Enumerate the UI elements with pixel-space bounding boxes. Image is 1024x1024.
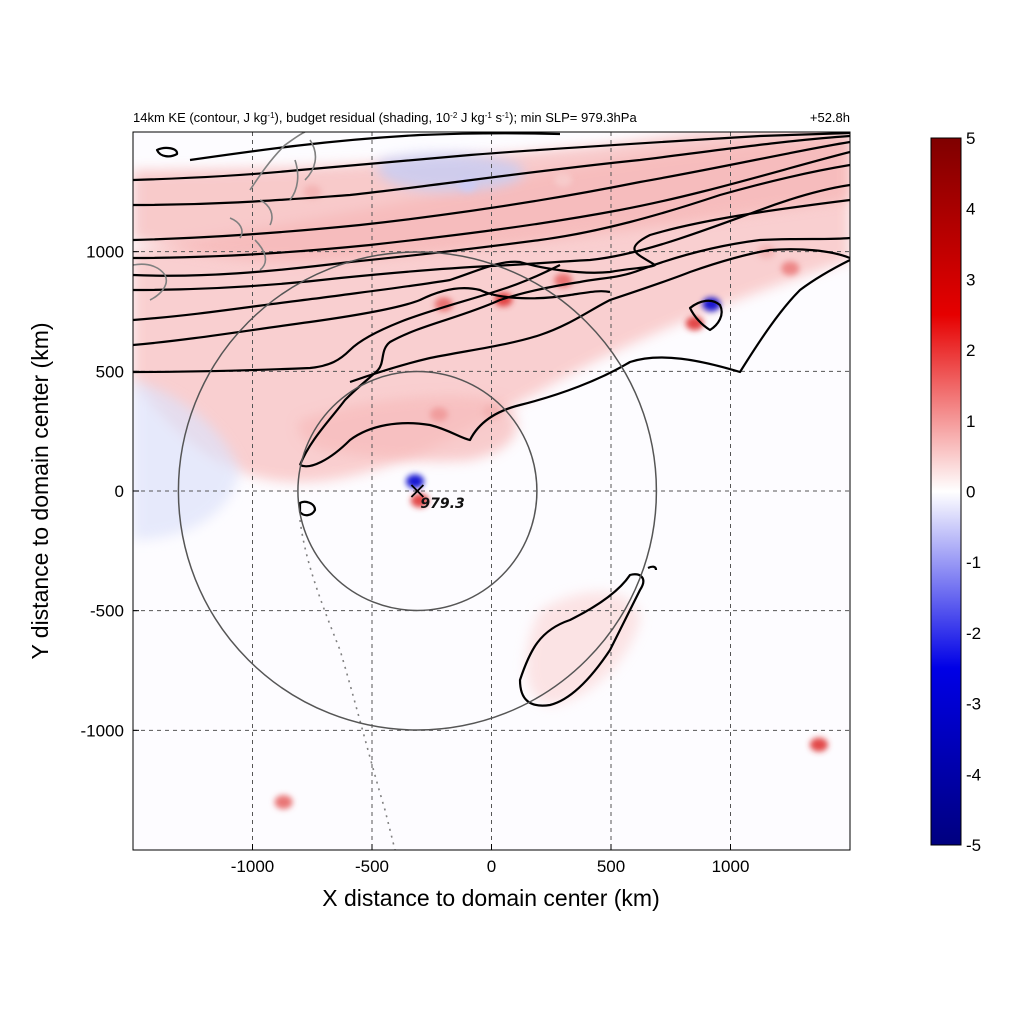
title-part: 14km KE (contour, J kg [133, 110, 267, 125]
title-part: ), budget residual (shading, 10 [275, 110, 451, 125]
chart-title: 14km KE (contour, J kg-1), budget residu… [133, 110, 637, 125]
colorbar-label: -1 [966, 553, 981, 572]
shading-feature [429, 407, 448, 422]
y-axis: -1000 -500 0 500 1000 [81, 243, 139, 740]
storm-center: 979.3 [410, 484, 465, 512]
shading-feature [809, 737, 828, 752]
coastline-north [133, 132, 317, 301]
ke-contour-south-1 [518, 573, 645, 707]
colorbar-label: 0 [966, 483, 975, 502]
x-axis: -1000 -500 0 500 1000 [231, 844, 750, 876]
colorbar-label: -2 [966, 624, 981, 643]
title-part: s [492, 110, 503, 125]
title-superscript: -1 [267, 111, 275, 120]
title-superscript: -1 [502, 111, 510, 120]
range-circle [297, 370, 538, 612]
y-tick-label: 500 [96, 362, 124, 381]
range-circle [177, 251, 658, 731]
colorbar-gradient [930, 137, 962, 846]
y-tick-label: -1000 [81, 721, 124, 740]
coastline-island-chain [299, 519, 396, 850]
ke-contour-1 [189, 132, 561, 162]
ke-contour-12 [349, 248, 850, 384]
ke-contour-6 [133, 163, 850, 277]
shading-west-blue [133, 380, 240, 540]
ke-contour-10 [133, 264, 561, 374]
colorbar: 5 4 3 2 1 0 -1 -2 -3 -4 -5 [930, 129, 981, 855]
ke-contours [133, 132, 850, 707]
range-circles [177, 251, 658, 731]
shading-feature [406, 474, 425, 489]
shading-feature [410, 493, 429, 508]
x-axis-title: X distance to domain center (km) [322, 885, 659, 911]
shading-blue-north [377, 153, 524, 192]
ke-contour-4 [133, 140, 850, 242]
ke-contour-8 [133, 198, 850, 322]
colorbar-labels: 5 4 3 2 1 0 -1 -2 -3 -4 -5 [966, 129, 981, 855]
colorbar-label: 2 [966, 341, 975, 360]
x-tick-label: 0 [487, 857, 496, 876]
colorbar-label: 4 [966, 200, 975, 219]
ke-contour-7 [133, 183, 850, 292]
shading-feature [781, 261, 800, 276]
title-part: ); min SLP= 979.3hPa [509, 110, 637, 125]
shading-lower-band [298, 396, 517, 462]
ke-contour-15 [298, 500, 317, 517]
y-tick-label: 1000 [86, 243, 124, 262]
y-axis-title: Y distance to domain center (km) [27, 322, 53, 659]
x-icon [410, 484, 425, 498]
title-superscript: -2 [450, 111, 458, 120]
y-tick-label: 0 [115, 482, 124, 501]
shading-feature [274, 795, 293, 810]
x-tick-label: 1000 [712, 857, 750, 876]
colorbar-label: -5 [966, 836, 981, 855]
colorbar-label: 1 [966, 412, 975, 431]
colorbar-label: -3 [966, 695, 981, 714]
shading-feature [554, 172, 573, 187]
colorbar-label: 3 [966, 270, 975, 289]
title-superscript: -1 [485, 111, 493, 120]
coastlines [133, 132, 396, 850]
title-part: J kg [457, 110, 484, 125]
y-tick-label: -500 [90, 602, 124, 621]
shading-southeast [526, 591, 640, 705]
min-slp-label: 979.3 [420, 496, 464, 512]
x-tick-label: -1000 [231, 857, 274, 876]
chart-time: +52.8h [810, 110, 850, 125]
ke-contour-5 [133, 150, 850, 260]
x-tick-label: -500 [355, 857, 389, 876]
ke-contour-south-2 [647, 565, 658, 571]
colorbar-label: -4 [966, 765, 981, 784]
ke-contour-2 [133, 132, 850, 182]
ke-contour-3 [133, 134, 850, 207]
colorbar-label: 5 [966, 129, 975, 148]
ke-contour-blob [155, 146, 179, 158]
ke-contour-14 [688, 299, 723, 332]
ke-contour-9 [133, 286, 611, 347]
ke-contour-13 [299, 259, 850, 468]
shading-feature [303, 184, 322, 199]
x-tick-label: 500 [597, 857, 625, 876]
